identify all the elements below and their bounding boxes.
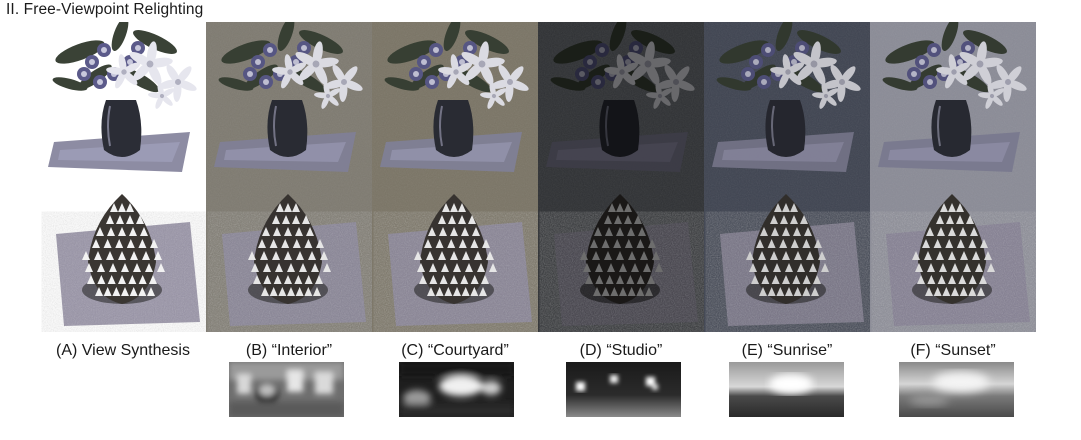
- panel-studio: [538, 22, 704, 332]
- interior-relit-image: [206, 22, 372, 332]
- caption-interior: (B) “Interior”: [245, 342, 333, 359]
- courtyard-relit-image: [372, 22, 538, 332]
- sunrise-relit-image: [704, 22, 870, 332]
- panel-sunset: [870, 22, 1036, 332]
- caption-sunrise: (E) “Sunrise”: [741, 342, 833, 359]
- caption-courtyard: (C) “Courtyard”: [401, 342, 509, 359]
- panel-interior: [206, 22, 372, 332]
- panel-courtyard: [372, 22, 538, 332]
- envmap-courtyard: [399, 362, 514, 417]
- studio-relit-image: [538, 22, 704, 332]
- panel-sunrise: [704, 22, 870, 332]
- sunset-relit-image: [870, 22, 1036, 332]
- envmap-interior: [229, 362, 344, 417]
- view-synthesis-image: [40, 22, 206, 332]
- panel-view-synthesis: [40, 22, 206, 332]
- caption-studio: (D) “Studio”: [579, 342, 663, 359]
- section-title: II. Free-Viewpoint Relighting: [6, 1, 204, 18]
- caption-sunset: (F) “Sunset”: [910, 342, 996, 359]
- envmap-sunset: [899, 362, 1014, 417]
- envmap-sunrise: [729, 362, 844, 417]
- caption-view-synthesis: (A) View Synthesis: [56, 342, 190, 359]
- envmap-studio: [566, 362, 681, 417]
